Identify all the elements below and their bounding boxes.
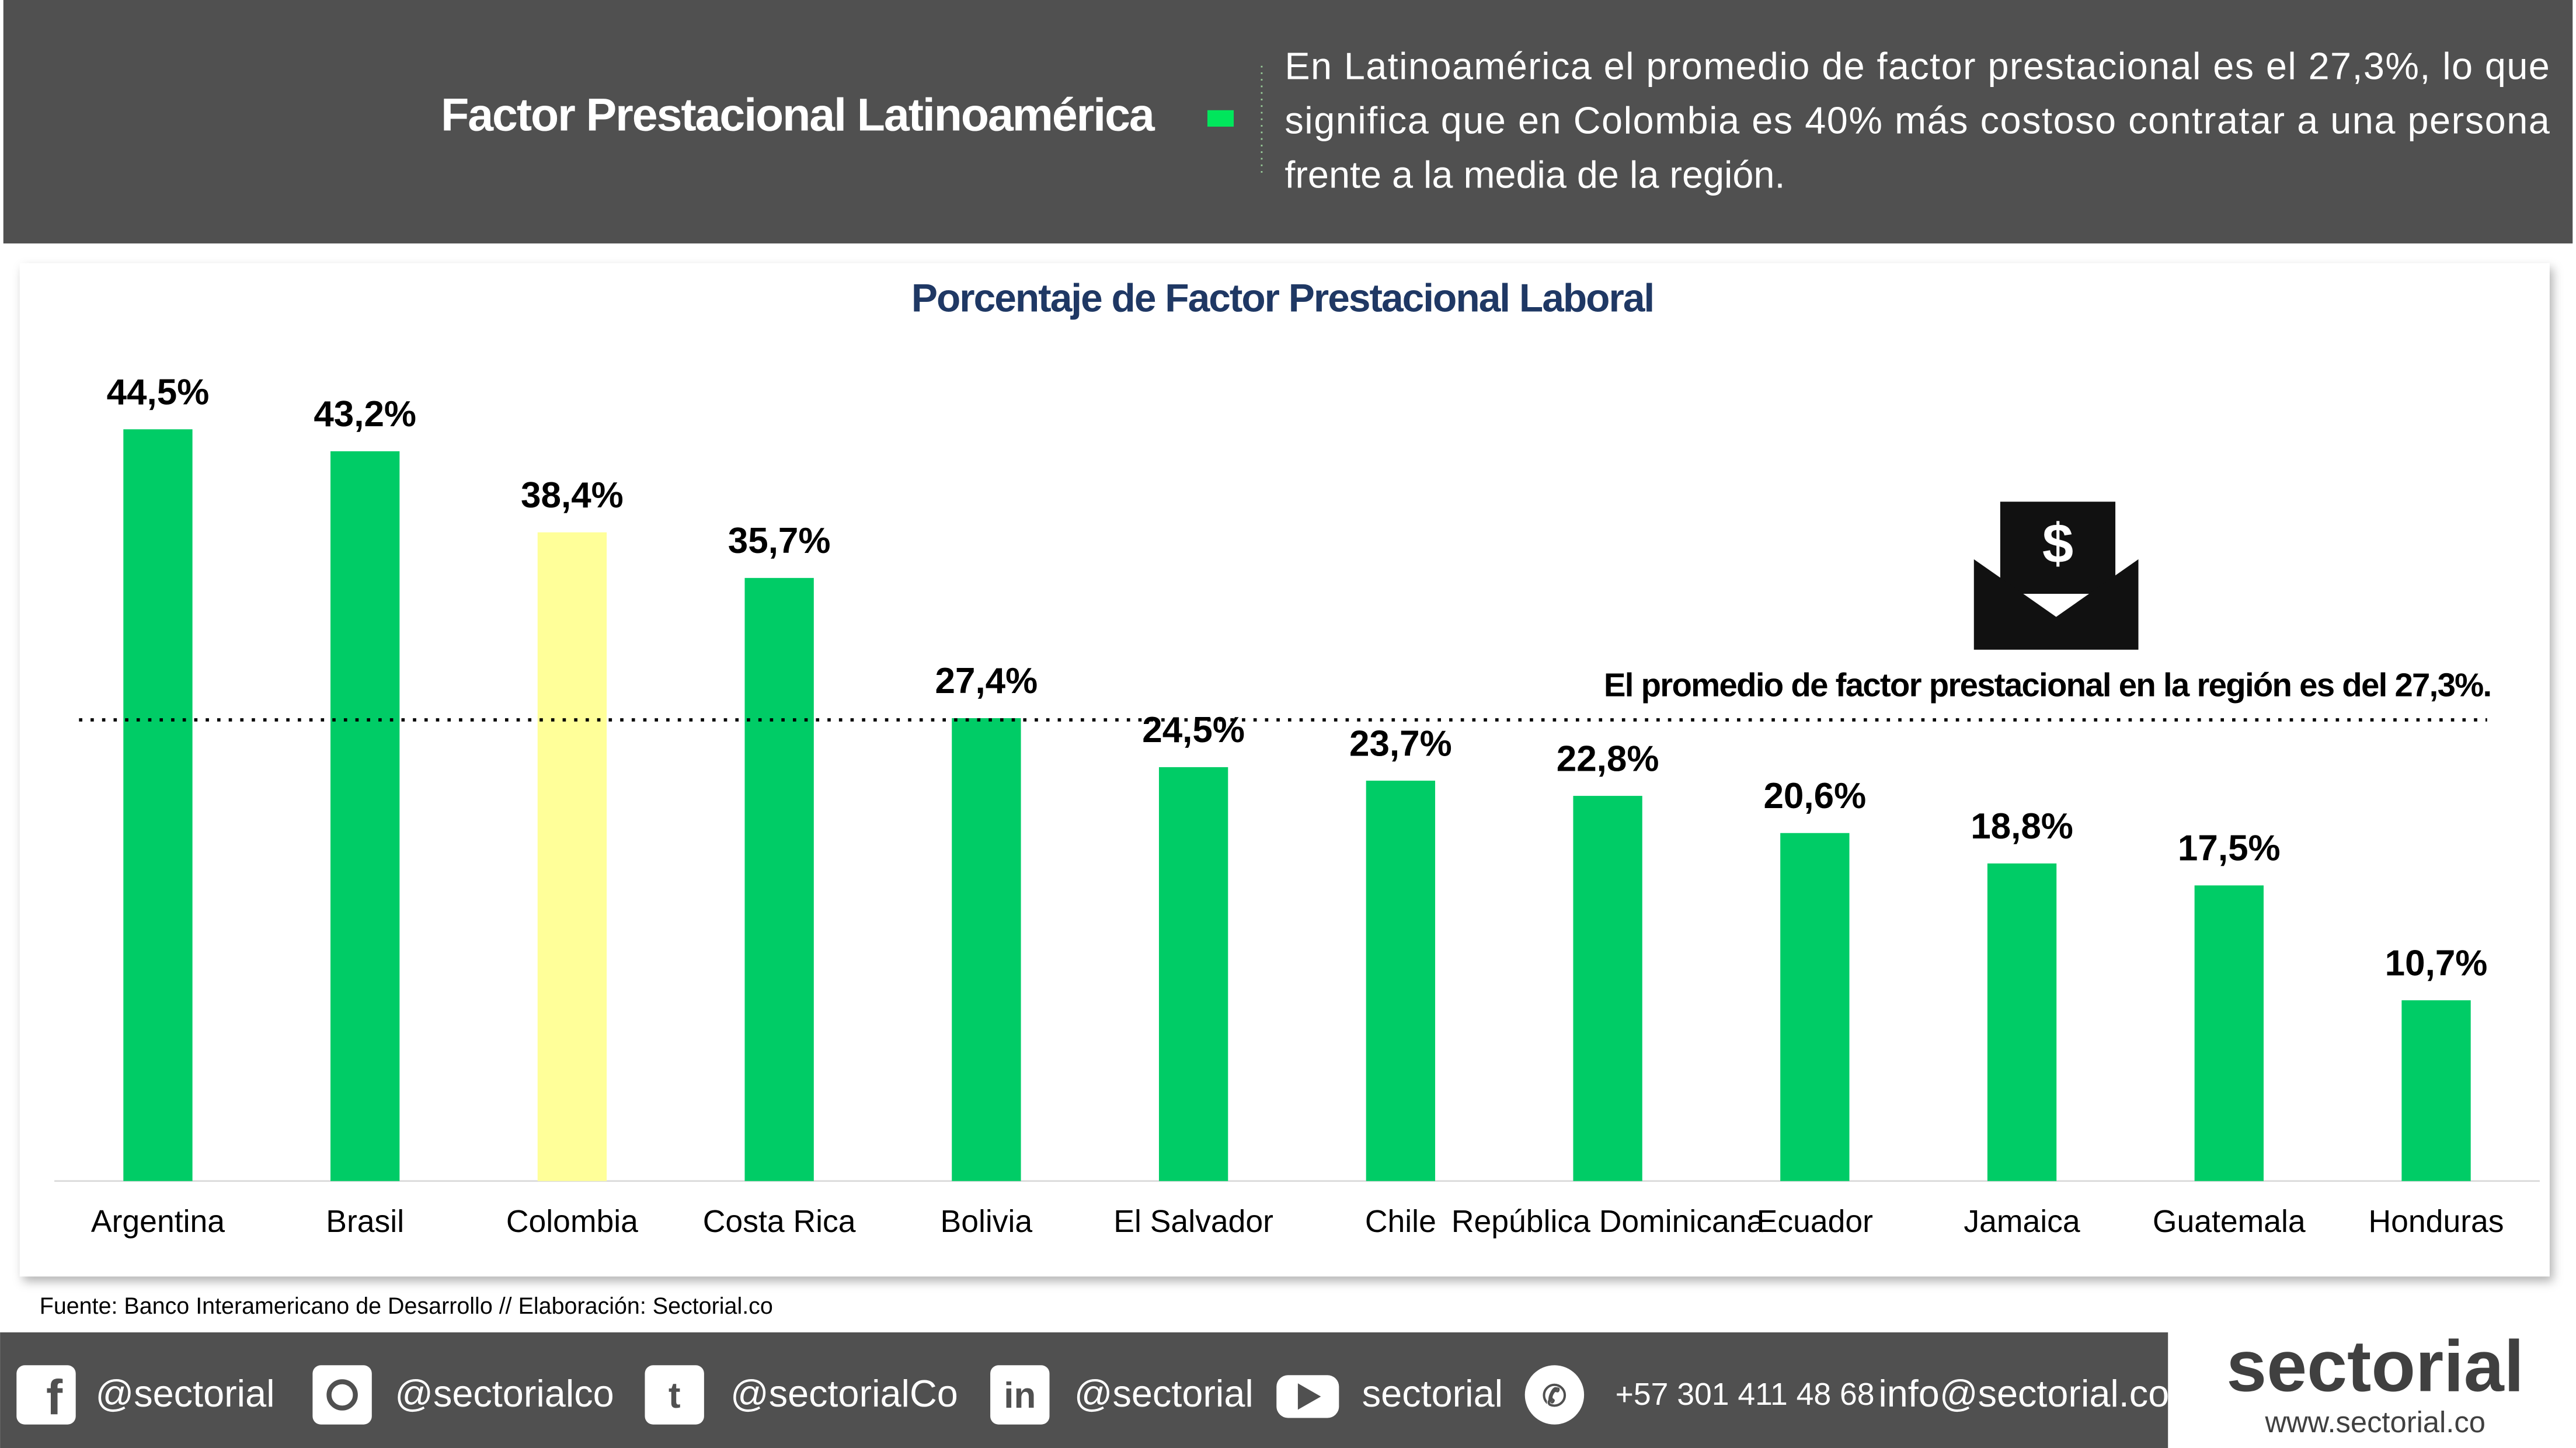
bar: [952, 718, 1021, 1181]
header-title: Factor Prestacional Latinoamérica: [441, 89, 1155, 141]
bar: [330, 451, 400, 1181]
x-tick-label: Costa Rica: [703, 1205, 856, 1239]
bar: [2194, 885, 2264, 1181]
chart-title: Porcentaje de Factor Prestacional Labora…: [911, 276, 1655, 320]
svg-text:in: in: [1004, 1376, 1036, 1416]
header-text: En Latinoamérica el promedio de factor p…: [1284, 44, 2549, 87]
value-label: 18,8%: [1971, 806, 2073, 847]
x-tick-label: Ecuador: [1757, 1205, 1873, 1239]
x-tick-label: El Salvador: [1113, 1205, 1273, 1239]
x-tick-label: Chile: [1365, 1205, 1436, 1239]
social-icons: [16, 1365, 1585, 1425]
header-band: [3, 0, 2573, 243]
x-tick-label: Colombia: [506, 1205, 638, 1239]
value-label: 23,7%: [1349, 723, 1452, 764]
value-label: 43,2%: [314, 394, 416, 434]
svg-text:$: $: [2042, 512, 2073, 575]
value-label: 20,6%: [1763, 776, 1866, 816]
social-glyphs: f t in ✆: [46, 1370, 1567, 1425]
x-tick-label: Guatemala: [2153, 1205, 2306, 1239]
email: info@sectorial.co: [1878, 1372, 2169, 1415]
bar: [744, 577, 814, 1181]
website: www.sectorial.co: [2264, 1405, 2485, 1439]
svg-text:t: t: [669, 1376, 681, 1416]
bar: [1987, 863, 2057, 1181]
source-note: Fuente: Banco Interamericano de Desarrol…: [40, 1293, 773, 1319]
bar: [1158, 767, 1228, 1181]
phone: +57 301 411 48 68: [1616, 1377, 1875, 1412]
value-label: 35,7%: [728, 521, 831, 561]
bar: [2401, 1000, 2471, 1181]
envelope-icon: $: [1973, 502, 2139, 650]
social-handle: @sectorial: [96, 1372, 275, 1415]
social-handle: @sectorial: [1074, 1372, 1254, 1415]
value-label: 24,5%: [1142, 710, 1245, 750]
value-label: 38,4%: [521, 475, 624, 516]
average-annotation: El promedio de factor prestacional en la…: [1604, 666, 2492, 703]
social-handle: sectorial: [1362, 1372, 1503, 1415]
value-label: 22,8%: [1557, 739, 1659, 779]
value-label: 44,5%: [107, 372, 210, 412]
bar: [537, 532, 607, 1181]
x-tick-label: Argentina: [91, 1205, 225, 1239]
bar: [1573, 796, 1642, 1181]
svg-text:f: f: [46, 1370, 63, 1425]
logo: sectorial: [2226, 1326, 2524, 1407]
header-text: frente a la media de la región.: [1284, 153, 1785, 196]
x-tick-label: Bolivia: [941, 1205, 1033, 1239]
x-tick-label: República Dominicana: [1451, 1205, 1764, 1239]
x-tick-label: Honduras: [2369, 1205, 2504, 1239]
value-label: 17,5%: [2178, 829, 2281, 869]
social-handle: @sectorialco: [395, 1372, 614, 1415]
chart-card: [19, 263, 2550, 1277]
x-tick-label: Brasil: [326, 1205, 404, 1239]
bar: [123, 429, 193, 1181]
bar: [1780, 833, 1850, 1181]
header-marker: [1207, 110, 1234, 127]
bar: [1366, 781, 1436, 1181]
social-handle: @sectorialCo: [730, 1372, 958, 1415]
x-tick-label: Jamaica: [1964, 1205, 2080, 1239]
value-label: 10,7%: [2385, 943, 2488, 983]
svg-text:✆: ✆: [1542, 1379, 1567, 1412]
header-text: significa que en Colombia es 40% más cos…: [1284, 99, 2550, 141]
value-label: 27,4%: [935, 661, 1038, 701]
